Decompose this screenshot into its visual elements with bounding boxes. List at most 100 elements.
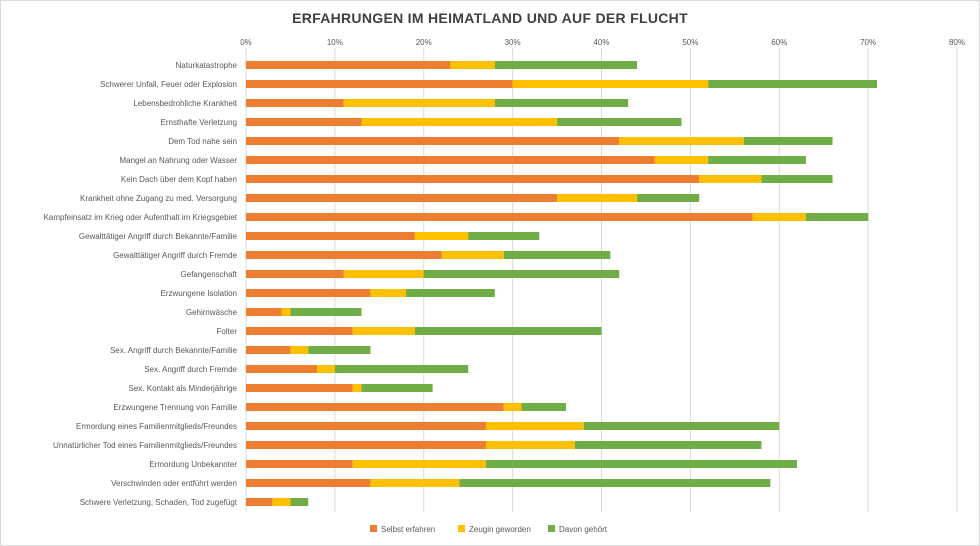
x-tick-label: 70% (860, 38, 876, 47)
bar-segment-selbst-erfahren (246, 308, 282, 316)
bar-segment-zeugin-geworden (343, 99, 495, 107)
bar-segment-davon-geh-rt (743, 137, 833, 145)
bar-segment-zeugin-geworden (485, 441, 575, 449)
bar-segment-davon-geh-rt (361, 384, 433, 392)
bar-segment-zeugin-geworden (654, 156, 709, 164)
bar-segment-zeugin-geworden (290, 346, 309, 354)
bar-segment-davon-geh-rt (405, 289, 495, 297)
category-label: Ermordung eines Familienmitglieds/Freund… (76, 422, 237, 431)
bar-segment-zeugin-geworden (485, 422, 584, 430)
bar-segment-zeugin-geworden (361, 118, 558, 126)
category-label: Erzwungene Isolation (161, 289, 238, 298)
bar-segment-selbst-erfahren (246, 61, 451, 69)
category-label: Erzwungene Trennung von Familie (113, 403, 237, 412)
category-label: Gewalttätiger Angriff durch Bekannte/Fam… (79, 232, 238, 241)
bar-segment-selbst-erfahren (246, 460, 353, 468)
legend-label: Selbst erfahren (381, 525, 435, 534)
bar-segment-selbst-erfahren (246, 80, 513, 88)
bar-segment-zeugin-geworden (317, 365, 335, 373)
category-label: Schwere Verletzung, Schaden, Tod zugefüg… (80, 498, 238, 507)
bar-segment-zeugin-geworden (441, 251, 504, 259)
bar-segment-selbst-erfahren (246, 270, 344, 278)
bar-segment-zeugin-geworden (699, 175, 762, 183)
bar-segment-davon-geh-rt (805, 213, 869, 221)
bar-segment-zeugin-geworden (512, 80, 709, 88)
bar-segment-davon-geh-rt (521, 403, 566, 411)
x-tick-label: 0% (240, 38, 252, 47)
bar-segment-selbst-erfahren (246, 251, 442, 259)
bar-segment-zeugin-geworden (450, 61, 495, 69)
category-label: Folter (217, 327, 238, 336)
x-tick-label: 10% (327, 38, 343, 47)
legend-swatch (548, 525, 555, 532)
bar-segment-zeugin-geworden (281, 308, 291, 316)
bar-segment-zeugin-geworden (503, 403, 522, 411)
category-label: Kein Dach über dem Kopf haben (121, 175, 237, 184)
category-label: Unnatürlicher Tod eines Familienmitglied… (53, 441, 237, 450)
bar-segment-selbst-erfahren (246, 156, 655, 164)
category-label: Kampfeinsatz im Krieg oder Aufenthalt im… (44, 213, 238, 222)
category-label: Mangel an Nahrung oder Wasser (119, 156, 237, 165)
bar-segment-selbst-erfahren (246, 479, 371, 487)
bar-segment-davon-geh-rt (574, 441, 762, 449)
category-label: Gefangenschaft (181, 270, 238, 279)
bar-segment-davon-geh-rt (414, 327, 602, 335)
bar-segment-davon-geh-rt (290, 498, 309, 506)
bar-segment-davon-geh-rt (290, 308, 362, 316)
category-label: Ernsthafte Verletzung (161, 118, 238, 127)
bar-segment-selbst-erfahren (246, 327, 353, 335)
chart-title: ERFAHRUNGEN IM HEIMATLAND UND AUF DER FL… (292, 10, 688, 26)
bar-segment-davon-geh-rt (761, 175, 833, 183)
bar-segment-zeugin-geworden (352, 460, 486, 468)
bar-segment-davon-geh-rt (583, 422, 780, 430)
bar-segment-zeugin-geworden (557, 194, 638, 202)
bar-segment-davon-geh-rt (708, 156, 806, 164)
category-label: Ermordung Unbekannter (149, 460, 237, 469)
bar-segment-selbst-erfahren (246, 175, 700, 183)
bar-segment-selbst-erfahren (246, 232, 415, 240)
category-label: Sex. Angriff durch Bekannte/Familie (110, 346, 238, 355)
bar-segment-davon-geh-rt (503, 251, 611, 259)
bar-segment-selbst-erfahren (246, 346, 291, 354)
bar-segment-zeugin-geworden (343, 270, 424, 278)
category-label: Gehirnwäsche (186, 308, 238, 317)
bar-segment-selbst-erfahren (246, 365, 318, 373)
bar-segment-davon-geh-rt (494, 61, 638, 69)
bar-segment-zeugin-geworden (352, 327, 415, 335)
category-label: Lebensbedrohliche Krankheit (133, 99, 237, 108)
bar-segment-davon-geh-rt (708, 80, 878, 88)
bar-segment-zeugin-geworden (370, 289, 406, 297)
bar-segment-zeugin-geworden (370, 479, 460, 487)
bar-segment-selbst-erfahren (246, 137, 620, 145)
bar-segment-davon-geh-rt (637, 194, 700, 202)
bar-segment-davon-geh-rt (423, 270, 620, 278)
bar-segment-selbst-erfahren (246, 213, 753, 221)
bar-segment-zeugin-geworden (352, 384, 362, 392)
bar-segment-davon-geh-rt (557, 118, 682, 126)
category-label: Sex. Kontakt als Minderjährige (129, 384, 238, 393)
category-label: Schwerer Unfall, Feuer oder Explosion (100, 80, 237, 89)
bar-segment-davon-geh-rt (459, 479, 771, 487)
x-tick-label: 30% (505, 38, 521, 47)
category-label: Dem Tod nahe sein (168, 137, 237, 146)
bar-segment-selbst-erfahren (246, 498, 273, 506)
bar-segment-selbst-erfahren (246, 403, 504, 411)
category-label: Sex. Angriff durch Fremde (144, 365, 237, 374)
x-tick-label: 20% (416, 38, 432, 47)
bar-segment-selbst-erfahren (246, 99, 344, 107)
x-tick-label: 80% (949, 38, 965, 47)
bar-segment-selbst-erfahren (246, 384, 353, 392)
x-tick-label: 40% (593, 38, 609, 47)
legend-label: Zeugin geworden (469, 525, 531, 534)
legend-swatch (370, 525, 377, 532)
bar-segment-davon-geh-rt (308, 346, 371, 354)
bar-segment-selbst-erfahren (246, 441, 486, 449)
bar-segment-davon-geh-rt (485, 460, 798, 468)
bar-segment-davon-geh-rt (334, 365, 469, 373)
bar-segment-selbst-erfahren (246, 118, 362, 126)
bar-segment-zeugin-geworden (272, 498, 291, 506)
category-label: Gewalttätiger Angriff durch Fremde (113, 251, 237, 260)
legend-swatch (458, 525, 465, 532)
x-tick-label: 50% (682, 38, 698, 47)
